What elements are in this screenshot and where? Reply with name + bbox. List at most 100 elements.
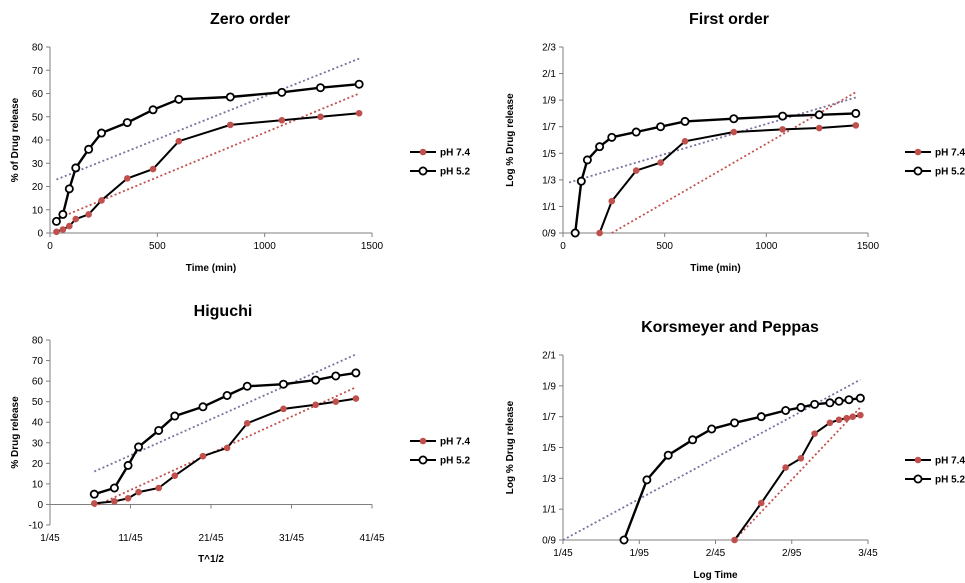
series-line-ph-5-2 bbox=[622, 397, 861, 541]
data-point-ph-5-2 bbox=[64, 184, 74, 194]
data-point-ph-5-2 bbox=[123, 460, 133, 470]
x-axis-label: T^1/2 bbox=[198, 554, 224, 565]
legend-label: pH 7.4 bbox=[440, 148, 470, 159]
data-point-ph-7-4 bbox=[199, 452, 207, 460]
legend-label: pH 7.4 bbox=[935, 148, 965, 159]
y-axis-label: % of Drug release bbox=[10, 97, 21, 182]
y-axis-label: Log % Drug release bbox=[505, 93, 516, 187]
data-point-ph-7-4 bbox=[135, 488, 142, 496]
y-tick-label: 50 bbox=[32, 397, 44, 408]
y-tick-label: 0 bbox=[37, 229, 43, 240]
data-point-ph-5-2 bbox=[58, 209, 68, 219]
data-point-ph-7-4 bbox=[227, 121, 234, 129]
data-point-ph-7-4 bbox=[730, 128, 738, 136]
y-tick-label: 20 bbox=[32, 182, 44, 193]
data-point-ph-5-2 bbox=[122, 118, 132, 128]
trendline-1 bbox=[56, 92, 360, 220]
data-point-ph-5-2 bbox=[680, 116, 690, 126]
x-tick-label: 41/45 bbox=[359, 533, 384, 544]
data-point-ph-7-4 bbox=[171, 472, 179, 479]
data-point-ph-5-2 bbox=[688, 435, 698, 445]
y-tick-label: 40 bbox=[32, 418, 44, 429]
y-tick-label: 1/5 bbox=[542, 443, 556, 454]
y-tick-label: 80 bbox=[32, 43, 44, 54]
data-point-ph-5-2 bbox=[814, 110, 824, 120]
data-point-ph-5-2 bbox=[778, 111, 788, 121]
y-axis-label: Log % Drug release bbox=[505, 400, 516, 494]
data-point-ph-7-4 bbox=[681, 138, 689, 145]
data-point-ph-7-4 bbox=[797, 454, 805, 462]
x-tick-label: 2/45 bbox=[706, 548, 726, 559]
y-tick-label: 1/1 bbox=[542, 202, 556, 213]
x-tick-label: 11/45 bbox=[118, 533, 143, 544]
data-point-ph-7-4 bbox=[596, 229, 603, 237]
data-point-ph-5-2 bbox=[277, 87, 287, 97]
data-point-ph-5-2 bbox=[595, 142, 605, 152]
data-point-ph-7-4 bbox=[826, 419, 834, 427]
x-tick-label: 500 bbox=[656, 241, 673, 252]
data-point-ph-7-4 bbox=[757, 499, 765, 507]
chart-title: Zero order bbox=[210, 11, 290, 28]
legend-marker bbox=[418, 166, 428, 176]
legend-marker bbox=[913, 166, 923, 176]
data-point-ph-7-4 bbox=[59, 226, 67, 233]
data-point-ph-5-2 bbox=[663, 450, 673, 460]
data-point-ph-5-2 bbox=[656, 122, 666, 132]
y-tick-label: 60 bbox=[32, 89, 44, 100]
y-tick-label: 2/1 bbox=[542, 351, 556, 362]
y-tick-label: 20 bbox=[32, 459, 44, 470]
legend-label: pH 5.2 bbox=[440, 167, 470, 178]
series-line-ph-7-4 bbox=[598, 124, 856, 234]
data-point-ph-5-2 bbox=[642, 475, 652, 485]
data-point-ph-7-4 bbox=[98, 197, 105, 204]
legend-marker bbox=[914, 148, 922, 156]
data-point-ph-7-4 bbox=[608, 197, 616, 205]
y-tick-label: 10 bbox=[32, 479, 44, 490]
x-axis-label: Log Time bbox=[693, 570, 738, 581]
data-point-ph-7-4 bbox=[811, 430, 818, 437]
legend-marker bbox=[913, 474, 923, 484]
y-tick-label: 2/3 bbox=[542, 43, 556, 54]
data-point-ph-5-2 bbox=[781, 405, 791, 415]
data-point-ph-7-4 bbox=[278, 116, 286, 124]
y-tick-label: 2/1 bbox=[542, 69, 556, 80]
data-point-ph-7-4 bbox=[835, 416, 843, 424]
data-point-ph-5-2 bbox=[354, 79, 364, 89]
data-point-ph-7-4 bbox=[123, 175, 131, 182]
y-tick-label: 80 bbox=[32, 336, 44, 347]
y-tick-label: 1/1 bbox=[542, 505, 556, 516]
data-point-ph-5-2 bbox=[834, 396, 844, 406]
data-point-ph-5-2 bbox=[89, 489, 99, 499]
data-point-ph-7-4 bbox=[85, 211, 92, 218]
y-tick-label: 60 bbox=[32, 377, 44, 388]
data-point-ph-5-2 bbox=[582, 155, 592, 165]
data-point-ph-5-2 bbox=[855, 393, 865, 403]
data-point-ph-5-2 bbox=[331, 371, 341, 381]
data-point-ph-7-4 bbox=[843, 414, 850, 422]
data-point-ph-7-4 bbox=[155, 484, 162, 492]
data-point-ph-5-2 bbox=[844, 395, 854, 405]
data-point-ph-5-2 bbox=[756, 412, 766, 422]
data-point-ph-7-4 bbox=[815, 124, 823, 132]
x-tick-label: 1/45 bbox=[40, 533, 60, 544]
data-point-ph-7-4 bbox=[849, 413, 857, 420]
data-point-ph-5-2 bbox=[631, 127, 641, 137]
data-point-ph-5-2 bbox=[570, 228, 580, 238]
data-point-ph-5-2 bbox=[84, 144, 94, 154]
data-point-ph-7-4 bbox=[72, 215, 80, 223]
chart-title: Higuchi bbox=[194, 303, 253, 320]
data-point-ph-7-4 bbox=[280, 405, 287, 413]
y-tick-label: 1/5 bbox=[542, 149, 556, 160]
data-point-ph-5-2 bbox=[148, 105, 158, 115]
data-point-ph-7-4 bbox=[66, 222, 73, 230]
data-point-ph-5-2 bbox=[174, 94, 184, 104]
trendline-2 bbox=[56, 57, 360, 181]
data-point-ph-5-2 bbox=[796, 402, 806, 412]
trendline-2 bbox=[568, 96, 857, 184]
data-point-ph-7-4 bbox=[852, 122, 860, 129]
data-point-ph-5-2 bbox=[607, 132, 617, 142]
data-point-ph-5-2 bbox=[311, 375, 321, 385]
data-point-ph-7-4 bbox=[175, 137, 183, 145]
y-tick-label: 70 bbox=[32, 356, 44, 367]
